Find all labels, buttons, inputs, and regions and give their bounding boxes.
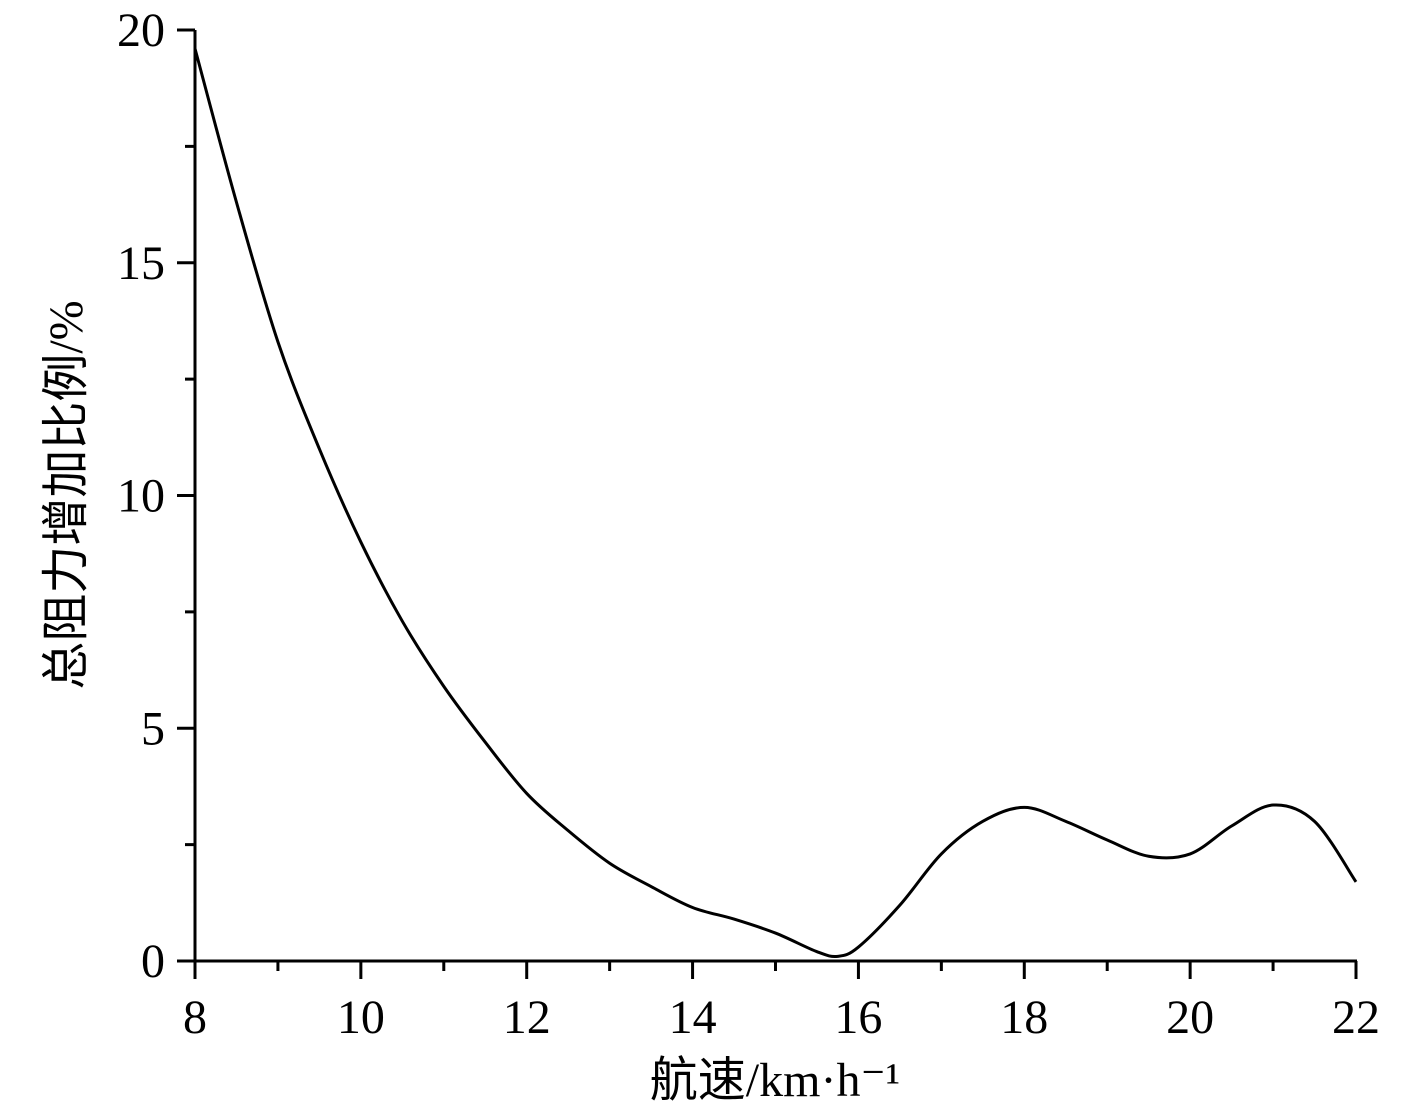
x-tick-label: 14 <box>669 991 717 1044</box>
x-tick-label: 20 <box>1166 991 1214 1044</box>
y-tick-label: 0 <box>141 935 165 988</box>
x-tick-label: 8 <box>183 991 207 1044</box>
y-tick-label: 20 <box>117 4 165 57</box>
x-tick-label: 12 <box>503 991 551 1044</box>
y-tick-label: 5 <box>141 702 165 755</box>
x-tick-label: 18 <box>1000 991 1048 1044</box>
y-tick-label: 10 <box>117 470 165 523</box>
y-axis-label: 总阻力增加比例/% <box>40 300 93 689</box>
x-axis-label: 航速/km·h⁻¹ <box>650 1054 900 1107</box>
x-tick-label: 22 <box>1332 991 1380 1044</box>
x-tick-label: 10 <box>337 991 385 1044</box>
y-tick-label: 15 <box>117 237 165 290</box>
line <box>193 48 1358 959</box>
x-tick-label: 16 <box>834 991 882 1044</box>
